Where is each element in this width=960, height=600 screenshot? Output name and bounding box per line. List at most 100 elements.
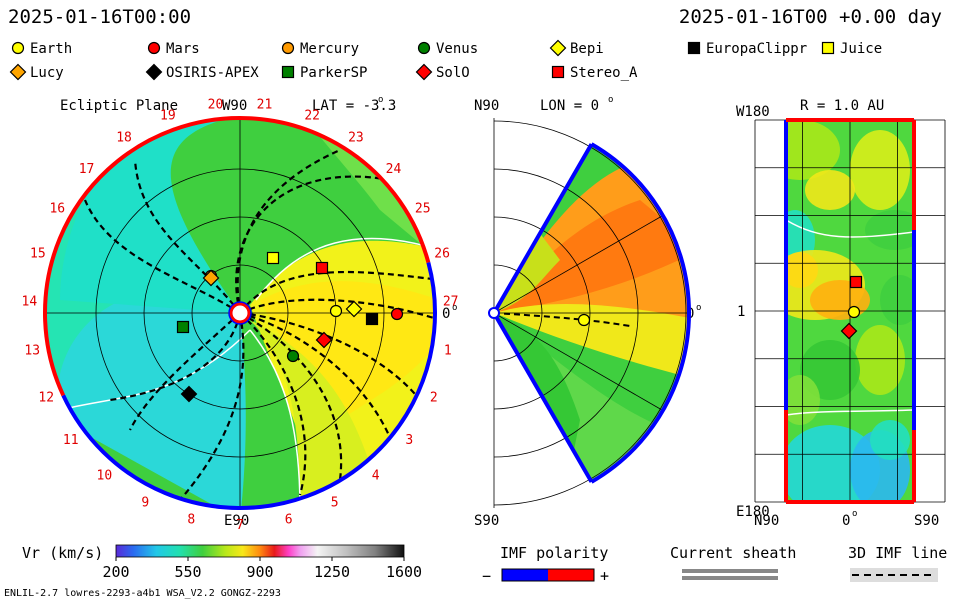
ecliptic-polarity-negative (61, 262, 437, 510)
radial-x-mid-degree: o (852, 509, 857, 519)
meridional-polarity-edge-s (492, 312, 594, 483)
meridional-lon-label: LON = 0 (540, 98, 599, 114)
legend-label-earth: Earth (30, 41, 72, 57)
radial-blob-3 (805, 170, 855, 210)
legend-item-mercury: Mercury (281, 41, 359, 57)
legend-item-venus: Venus (417, 41, 478, 57)
current-sheath-ecliptic (255, 237, 435, 301)
legend-marker-juice (821, 41, 835, 55)
carrington-tick-11: 11 (63, 433, 79, 448)
imf-positive-swatch (548, 569, 594, 581)
imf-line-ecliptic-1 (133, 159, 241, 314)
imf-line-ecliptic-5 (239, 270, 435, 314)
ecliptic-bottom-label: E90 (224, 513, 249, 529)
imf-line-ecliptic-7 (239, 311, 421, 401)
carrington-tick-15: 15 (30, 246, 46, 261)
radial-x-left: N90 (754, 513, 779, 529)
legend-item-mars: Mars (147, 41, 200, 57)
meridional-field (494, 144, 689, 482)
legend-item-europaclippr: EuropaClippr (687, 41, 807, 57)
legend-marker-bepi (549, 39, 567, 57)
legend-label-mercury: Mercury (300, 41, 359, 57)
imf-plus: + (600, 567, 609, 585)
radial-blob-9 (855, 325, 905, 395)
legend-marker-earth (11, 41, 25, 55)
radial-blob-14 (880, 275, 914, 325)
carrington-tick-12: 12 (38, 391, 54, 406)
ecliptic-lat-label: LAT = -3.3 (312, 98, 396, 114)
imf-line-ecliptic-13 (129, 312, 241, 431)
footer-left: ENLIL-2.7 lowres-2293-a4b1 WSA_V2.2 GONG… (4, 588, 281, 599)
carrington-tick-4: 4 (372, 469, 380, 484)
ecliptic-right-degree: o (452, 303, 457, 313)
vr-colorbar-tick-200: 200 (102, 563, 129, 581)
legend-marker-lucy (9, 63, 27, 81)
ecliptic-marker-juice (266, 251, 280, 265)
imf-line-ecliptic-12 (109, 312, 242, 402)
date-right: 2025-01-16T00 +0.00 day (678, 6, 942, 28)
carrington-tick-19: 19 (160, 109, 176, 124)
imf-line-ecliptic-4 (235, 175, 391, 314)
carrington-tick-13: 13 (24, 344, 40, 359)
meridional-imf-line (493, 312, 631, 327)
legend-marker-stereo-a (551, 65, 565, 79)
imf-line-ecliptic-2 (83, 199, 241, 314)
ecliptic-marker-parkersp (176, 320, 190, 334)
spacecraft-legend: Earth Mars Mercury Venus Bepi EuropaClippr Jui… (9, 39, 882, 81)
ecliptic-marker-osiris-apex (180, 385, 198, 403)
ecliptic-right-label: 0 (442, 306, 450, 322)
carrington-tick-10: 10 (97, 469, 113, 484)
imf-line-ecliptic-11 (179, 312, 245, 501)
carrington-tick-1: 1 (444, 344, 452, 359)
current-sheath-radial-2 (786, 409, 914, 416)
radial-marker-stereo-a (849, 275, 863, 289)
meridional-grid-ray-4 (493, 312, 664, 411)
legend-label-stereo-a: Stereo_A (570, 65, 638, 81)
legend-item-stereo-a: Stereo_A (551, 65, 638, 81)
carrington-tick-9: 9 (141, 496, 149, 511)
legend-label-osiris-apex: OSIRIS-APEX (166, 65, 259, 81)
radial-x-mid: 0 (842, 513, 850, 529)
date-left: 2025-01-16T00:00 (8, 6, 192, 28)
imf-line-ecliptic-6 (239, 298, 435, 322)
carrington-tick-20: 20 (208, 97, 224, 112)
meridional-bottom-label: S90 (474, 513, 499, 529)
legend-marker-venus (417, 41, 431, 55)
radial-r-label: R = 1.0 AU (800, 98, 884, 114)
carrington-tick-16: 16 (49, 202, 65, 217)
ecliptic-marker-europaclippr (365, 312, 379, 326)
legend-label-bepi: Bepi (570, 41, 604, 57)
carrington-tick-14: 14 (22, 295, 38, 310)
radial-blob-5 (865, 210, 914, 250)
radial-map-panel: R = 1.0 AU W180 E180 1 N90 0 o S90 (736, 98, 946, 529)
carrington-tick-2: 2 (430, 391, 438, 406)
ecliptic-marker-solo (315, 331, 333, 349)
imf-negative-swatch (502, 569, 548, 581)
legend-label-parkersp: ParkerSP (300, 65, 367, 81)
vr-colorbar-tick-550: 550 (174, 563, 201, 581)
carrington-tick-26: 26 (434, 246, 450, 261)
carrington-tick-3: 3 (405, 433, 413, 448)
carrington-tick-22: 22 (304, 109, 320, 124)
carrington-tick-8: 8 (187, 512, 195, 527)
ecliptic-marker-venus (286, 349, 300, 363)
legend-label-venus: Venus (436, 41, 478, 57)
sun-marker-ecliptic (229, 302, 251, 324)
vr-colorbar-tick-900: 900 (246, 563, 273, 581)
imf-minus: − (482, 567, 491, 585)
meridional-plane-panel: N90 LON = 0 o S90 0 o (474, 95, 701, 529)
meridional-grid-ray-2 (493, 215, 664, 314)
carrington-tick-25: 25 (415, 202, 431, 217)
vr-colorbar (115, 544, 405, 558)
radial-marker-earth (847, 305, 861, 319)
legend-item-bepi: Bepi (549, 39, 604, 57)
legend-item-solo: SolO (415, 63, 470, 81)
carrington-tick-23: 23 (348, 131, 364, 146)
colorbar-title: Vr (km/s) (22, 544, 103, 562)
legend-marker-osiris-apex (145, 63, 163, 81)
radial-marker-solo (840, 322, 858, 340)
legend-marker-solo (415, 63, 433, 81)
ecliptic-plane-panel: Ecliptic Plane W90 LAT = -3.3 o E90 0 o … (22, 95, 459, 530)
carrington-tick-17: 17 (79, 162, 95, 177)
legend-marker-mars (147, 41, 161, 55)
